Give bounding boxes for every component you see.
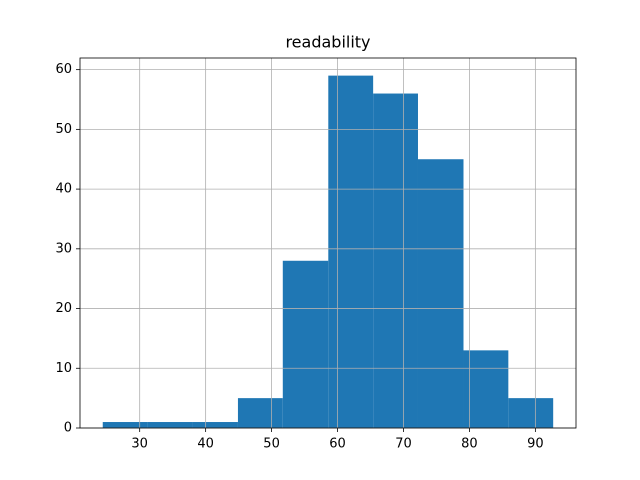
bar: [373, 93, 418, 429]
bar: [237, 398, 283, 428]
bar: [417, 159, 464, 428]
y-tick-label: 0: [64, 421, 72, 436]
x-tick-label: 50: [263, 437, 280, 452]
plot-frame: [79, 57, 577, 429]
y-tick-label: 30: [55, 241, 72, 256]
bar: [282, 260, 329, 428]
y-tick-label: 20: [55, 301, 72, 316]
x-tick-label: 70: [395, 437, 412, 452]
y-tick-label: 10: [55, 361, 72, 376]
y-tick-label: 60: [55, 62, 72, 77]
y-tick-label: 40: [55, 182, 72, 197]
bar: [508, 398, 554, 428]
y-tick-label: 50: [55, 122, 72, 137]
bar: [147, 422, 193, 428]
x-tick-label: 90: [527, 437, 544, 452]
x-tick-label: 40: [197, 437, 214, 452]
chart-title: readability: [285, 33, 370, 52]
x-tick-label: 30: [131, 437, 148, 452]
bar: [463, 350, 509, 428]
x-tick-label: 60: [329, 437, 346, 452]
bar: [102, 422, 148, 428]
bar: [192, 422, 238, 428]
bar: [328, 75, 374, 428]
x-tick-label: 80: [461, 437, 478, 452]
